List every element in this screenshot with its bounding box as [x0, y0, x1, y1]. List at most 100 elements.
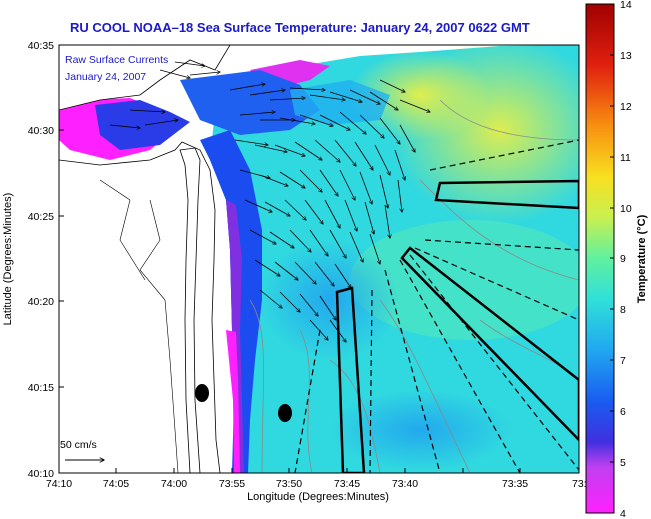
vector-arrow — [369, 233, 380, 264]
y-tick-label: 40:35 — [28, 40, 54, 52]
colorbar-tick-marks — [610, 3, 614, 514]
vector-arrow — [334, 263, 351, 288]
coastline-inner-1 — [139, 199, 179, 473]
y-tick-label: 40:30 — [28, 125, 54, 137]
vector-arrow — [324, 199, 340, 228]
y-tick-label: 40:20 — [28, 296, 54, 308]
colorbar-tick-label: 12 — [620, 101, 632, 113]
survey-boxes — [335, 179, 579, 473]
vector-arrow — [394, 149, 405, 180]
transect-2 — [369, 289, 373, 473]
vector-arrow — [264, 201, 290, 216]
contour-5 — [439, 99, 579, 141]
warm-patch-north — [350, 50, 490, 140]
vector-arrow — [304, 199, 323, 224]
colorbar-tick-label: 4 — [620, 508, 626, 519]
vector-arrow — [309, 319, 328, 340]
transect-1 — [294, 329, 321, 473]
current-vectors — [109, 61, 430, 342]
colorbar-gradient — [585, 3, 615, 514]
coastline-inner-2 — [99, 179, 146, 281]
currents-date-label: January 24, 2007 — [65, 71, 146, 83]
vector-arrow — [334, 139, 356, 166]
vector-arrow — [314, 261, 334, 286]
vector-arrow — [229, 84, 265, 91]
colorbar-tick-label: 13 — [620, 50, 632, 62]
x-tick-label: 73:35 — [502, 478, 528, 490]
y-tick-label: 40:15 — [28, 382, 54, 394]
vector-arrow — [379, 79, 405, 92]
vector-arrow — [319, 114, 350, 130]
vector-arrow — [339, 111, 366, 134]
vector-arrow — [329, 229, 346, 258]
vector-arrow — [399, 124, 415, 152]
sandy-hook — [179, 147, 201, 473]
vector-arrow — [129, 109, 165, 112]
x-tick-label: 74:05 — [103, 478, 129, 490]
x-tick-label: 73:40 — [392, 478, 418, 490]
vector-arrow — [279, 171, 305, 188]
contour-4 — [419, 179, 579, 281]
vector-arrow — [329, 319, 346, 342]
transect-8 — [429, 139, 579, 171]
vector-arrow — [379, 174, 388, 208]
colorbar-tick-label: 6 — [620, 406, 626, 418]
vector-arrow — [329, 91, 362, 102]
contour-3 — [379, 299, 471, 473]
vector-arrow — [254, 259, 280, 276]
y-tick-label: 40:10 — [28, 468, 54, 480]
figure-title: RU COOL NOAA–18 Sea Surface Temperature:… — [70, 20, 530, 35]
vector-arrow — [369, 91, 398, 110]
vector-arrow — [397, 179, 402, 212]
vector-arrow — [299, 293, 318, 316]
vector-arrow — [339, 169, 355, 200]
contour-1 — [249, 299, 264, 473]
vector-arrow — [249, 229, 276, 244]
x-tick-label: 74:00 — [161, 478, 187, 490]
cool-patch-central — [260, 240, 400, 360]
x-tick-label: 73:50 — [276, 478, 302, 490]
vector-arrow — [294, 261, 316, 284]
transect-lines — [294, 139, 579, 473]
colorbar: 14 13 12 11 10 9 8 7 6 5 4 Temperature (… — [585, 0, 648, 519]
vector-arrow — [314, 139, 340, 162]
vector-arrow — [259, 289, 282, 308]
colorbar-label: Temperature (°C) — [636, 214, 648, 303]
coastal-cold-strip — [200, 130, 262, 473]
vector-arrow — [299, 169, 322, 192]
vector-arrow — [239, 112, 275, 116]
vector-arrow — [364, 201, 374, 234]
vector-arrow — [319, 295, 336, 320]
colorbar-tick-label: 8 — [620, 304, 626, 316]
vector-arrow — [289, 87, 325, 90]
x-tick-label: 73:55 — [219, 478, 245, 490]
vector-arrow — [289, 229, 311, 252]
vector-arrow — [144, 120, 178, 126]
vector-arrow — [174, 61, 205, 66]
transect-7 — [424, 239, 579, 251]
y-tick-marks — [59, 44, 64, 474]
colorbar-tick-label: 11 — [620, 152, 631, 164]
landmass — [59, 45, 292, 473]
y-axis-label: Latitude (Degrees:Minutes) — [2, 193, 14, 326]
plot-frame — [58, 44, 580, 474]
map-plot-area: Raw Surface Currents January 24, 2007 50… — [59, 45, 579, 473]
vector-arrow — [279, 291, 300, 312]
vector-arrow — [344, 199, 357, 231]
transect-3 — [384, 269, 441, 473]
vector-arrow — [349, 231, 363, 262]
vector-arrow — [309, 94, 345, 100]
vector-arrow — [374, 144, 390, 175]
vector-arrow — [274, 144, 305, 156]
vector-arrow — [379, 117, 400, 144]
vector-arrow — [249, 90, 285, 96]
x-tick-label: 74:10 — [46, 478, 72, 490]
radar-site-north — [195, 384, 209, 402]
vector-arrow — [319, 169, 338, 196]
y-tick-label: 40:25 — [28, 211, 54, 223]
land-south — [59, 141, 221, 473]
vector-arrow — [399, 99, 430, 112]
land-west — [59, 45, 231, 111]
colorbar-tick-label: 7 — [620, 355, 626, 367]
